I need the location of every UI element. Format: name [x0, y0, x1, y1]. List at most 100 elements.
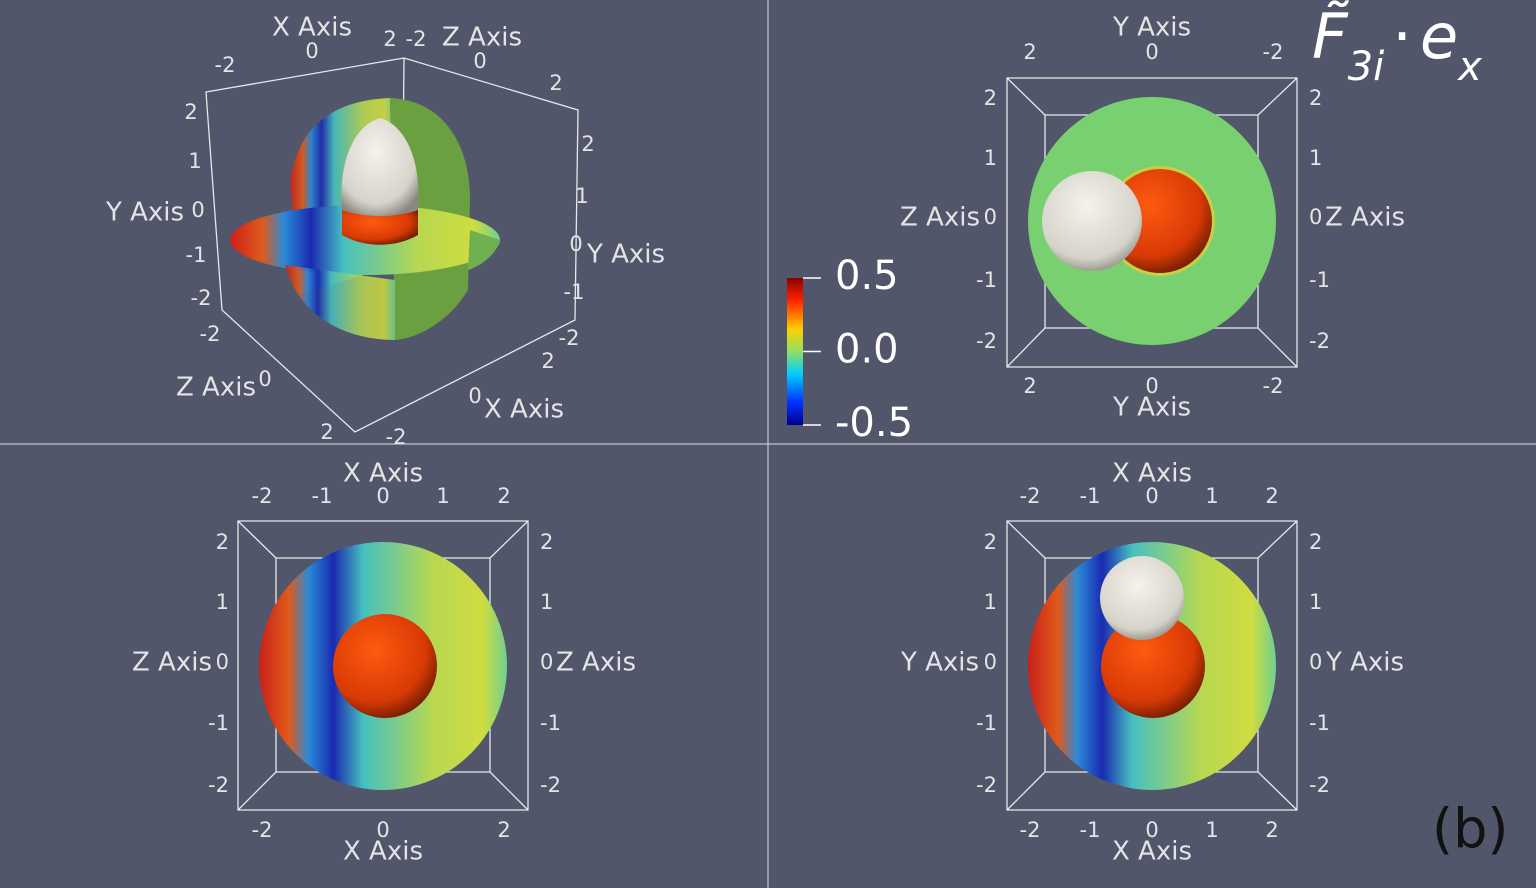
tick-label: 0: [984, 205, 997, 229]
tick-label: 1: [575, 184, 588, 208]
tick-label: 0: [540, 650, 553, 674]
tick-label: 2: [320, 420, 333, 444]
tick-label: 2: [1265, 818, 1278, 842]
tick-label: -2: [406, 27, 427, 51]
axis-label: Z Axis: [442, 23, 522, 53]
tick-label: 2: [541, 349, 554, 373]
tick-label: 0: [191, 198, 204, 222]
tick-label: 2: [216, 530, 229, 554]
tick-label: -2: [208, 773, 229, 797]
tick-label: 0: [1309, 650, 1322, 674]
title: F̃3i · ex: [1312, 0, 1482, 90]
axis-label: Y Axis: [1112, 13, 1191, 43]
axis-label: Z Axis: [556, 648, 636, 678]
tick-label: -1: [1309, 268, 1330, 292]
tick-label: 0: [305, 39, 318, 63]
title-symbol: F̃: [1312, 0, 1349, 73]
title-vector: e: [1420, 0, 1458, 73]
axis-label: X Axis: [343, 459, 423, 489]
tick-label: -1: [976, 268, 997, 292]
tick-label: 2: [984, 530, 997, 554]
axis-label: Y Axis: [1112, 393, 1191, 423]
tick-label: -2: [1309, 329, 1330, 353]
tick-label: -2: [386, 425, 407, 449]
tick-label: -2: [540, 773, 561, 797]
tick-label: -2: [1020, 484, 1041, 508]
tick-label: 2: [581, 132, 594, 156]
tick-label: 1: [984, 590, 997, 614]
tick-label: 1: [1309, 146, 1322, 170]
axis-label: Y Axis: [586, 240, 665, 270]
axis-label: X Axis: [343, 837, 423, 867]
title-vsub: x: [1456, 44, 1482, 90]
tick-label: -1: [540, 711, 561, 735]
tick-label: 1: [436, 484, 449, 508]
tick-label: 0: [468, 384, 481, 408]
axis-label: X Axis: [272, 13, 352, 43]
tick-label: -1: [208, 711, 229, 735]
tick-label: 2: [1023, 40, 1036, 64]
axis-label: X Axis: [484, 395, 564, 425]
tick-label: -2: [1263, 40, 1284, 64]
tick-label: -2: [1309, 773, 1330, 797]
tick-label: -1: [976, 711, 997, 735]
tick-label: 1: [188, 149, 201, 173]
tick-label: 1: [540, 590, 553, 614]
tick-label: 2: [497, 818, 510, 842]
tick-label: -2: [191, 286, 212, 310]
axis-label: Z Axis: [176, 373, 256, 403]
tick-label: 0: [216, 650, 229, 674]
tick-label: 0: [1145, 818, 1158, 842]
colorbar-label: -0.5: [835, 400, 913, 446]
tick-label: -1: [1309, 711, 1330, 735]
tick-label: 0: [258, 367, 271, 391]
axis-label: Y Axis: [1325, 648, 1404, 678]
colorbar: [787, 278, 803, 425]
colorbar-label: 0.5: [835, 253, 899, 299]
tick-label: -1: [186, 243, 207, 267]
tick-label: -2: [559, 326, 580, 350]
tick-label: 0: [984, 650, 997, 674]
tick-label: 1: [984, 146, 997, 170]
tick-label: 1: [1205, 818, 1218, 842]
tick-label: 2: [383, 27, 396, 51]
tick-label: 2: [184, 100, 197, 124]
panel-label: (b): [1432, 798, 1508, 861]
tick-label: 0: [473, 49, 486, 73]
tick-label: -2: [976, 329, 997, 353]
tick-label: 2: [549, 71, 562, 95]
tick-label: 0: [376, 818, 389, 842]
tick-label: 1: [1205, 484, 1218, 508]
tick-label: -2: [252, 484, 273, 508]
tick-label: 2: [1265, 484, 1278, 508]
top-right-view: [1006, 77, 1298, 368]
tick-label: 2: [1023, 374, 1036, 398]
title-dot: ·: [1392, 0, 1412, 73]
tick-label: -1: [1080, 818, 1101, 842]
tick-label: 2: [1309, 86, 1322, 110]
perspective-view: [205, 57, 579, 433]
tick-label: -2: [1020, 818, 1041, 842]
axis-label: X Axis: [1112, 837, 1192, 867]
tick-label: 2: [497, 484, 510, 508]
tick-label: 0: [569, 232, 582, 256]
tick-label: -2: [215, 53, 236, 77]
colorbar-label: 0.0: [835, 327, 899, 373]
tick-label: 2: [1309, 530, 1322, 554]
tick-label: 0: [1309, 205, 1322, 229]
tick-label: -2: [1263, 374, 1284, 398]
title-sub: 3i: [1348, 44, 1385, 90]
tick-label: 2: [984, 86, 997, 110]
axis-label: Z Axis: [900, 203, 980, 233]
axis-label: Z Axis: [1325, 203, 1405, 233]
tick-label: -1: [564, 280, 585, 304]
tick-label: -1: [312, 484, 333, 508]
tick-label: 0: [376, 484, 389, 508]
tick-label: -2: [200, 322, 221, 346]
bottom-left-view: [237, 520, 529, 811]
tick-label: 0: [1145, 374, 1158, 398]
axis-label: Y Axis: [105, 198, 184, 228]
axis-label: X Axis: [1112, 459, 1192, 489]
